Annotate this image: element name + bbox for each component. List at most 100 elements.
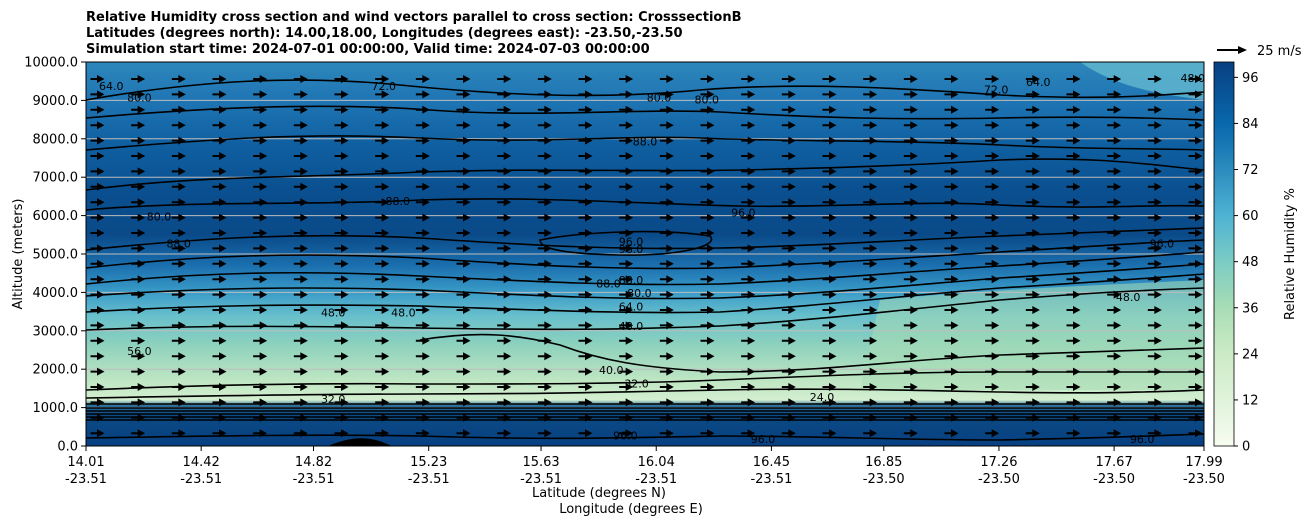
wind-vector	[1107, 336, 1122, 345]
wind-vector	[90, 105, 105, 114]
wind-vector	[1107, 413, 1122, 422]
wind-vector	[578, 290, 593, 299]
wind-vector	[171, 167, 186, 176]
wind-vector	[1025, 383, 1040, 391]
wind-vector	[944, 321, 959, 330]
wind-vector	[659, 290, 674, 299]
wind-vector	[1107, 383, 1122, 391]
wind-vector	[375, 306, 390, 314]
wind-vector	[537, 244, 552, 253]
wind-vector	[741, 336, 756, 345]
wind-vector	[456, 275, 471, 284]
wind-vector	[985, 321, 1000, 330]
wind-vector	[659, 336, 674, 345]
wind-vector	[1147, 336, 1162, 345]
colorbar-tick-label: 0	[1242, 440, 1250, 455]
wind-vector	[375, 90, 390, 99]
contour-label: 48.0	[391, 306, 416, 319]
wind-vector	[212, 121, 227, 130]
wind-vector	[497, 75, 512, 83]
wind-vector	[456, 321, 471, 330]
wind-vector	[456, 413, 471, 422]
wind-vector	[700, 398, 715, 407]
wind-vector	[375, 321, 390, 330]
contour-label: 96.0	[1150, 237, 1175, 250]
wind-vector	[700, 429, 715, 438]
wind-vector	[1147, 136, 1162, 145]
contour-label-text: 96.0	[751, 433, 776, 446]
wind-vector	[131, 244, 146, 253]
x-tick-label-lat: 17.26	[980, 455, 1017, 470]
contour-lines	[86, 79, 1204, 446]
wind-vector	[131, 429, 146, 438]
wind-vector	[822, 75, 837, 83]
wind-vector	[619, 259, 634, 268]
wind-vector	[497, 182, 512, 191]
wind-vector	[619, 306, 634, 314]
contour-label-text: 80.0	[147, 210, 172, 223]
wind-vector	[985, 75, 1000, 83]
wind-vector	[985, 182, 1000, 191]
wind-vector	[1066, 336, 1081, 345]
wind-vector	[456, 121, 471, 130]
wind-vector	[1147, 367, 1162, 376]
wind-vector	[1066, 229, 1081, 237]
contour-label-text: 64.0	[99, 80, 124, 93]
wind-vector	[171, 105, 186, 114]
wind-vector	[659, 306, 674, 314]
wind-vector	[253, 259, 268, 268]
contour-label: 96.0	[619, 235, 644, 248]
wind-vector	[1066, 90, 1081, 99]
wind-vector	[253, 398, 268, 407]
contour-line	[86, 251, 1204, 286]
wind-vector	[741, 213, 756, 222]
quiver-key-label: 25 m/s	[1257, 44, 1302, 59]
wind-vector	[497, 244, 512, 253]
wind-vector	[334, 413, 349, 422]
wind-vector	[1188, 229, 1203, 237]
wind-vector	[985, 167, 1000, 176]
contour-label-text: 48.0	[1116, 291, 1141, 304]
wind-vector	[619, 121, 634, 130]
wind-vector	[1025, 398, 1040, 407]
wind-vector	[1107, 367, 1122, 376]
wind-vector	[781, 90, 796, 99]
colorbar	[1213, 61, 1235, 447]
wind-vector	[1188, 398, 1203, 407]
wind-vector	[456, 75, 471, 83]
wind-vector	[1025, 152, 1040, 160]
wind-vector	[619, 152, 634, 160]
wind-vector	[1066, 367, 1081, 376]
wind-vector	[985, 90, 1000, 99]
wind-vector	[253, 167, 268, 176]
wind-vector	[90, 182, 105, 191]
wind-vector	[944, 75, 959, 83]
wind-vector	[1147, 229, 1162, 237]
wind-vector	[1147, 75, 1162, 83]
x-tick-label-lat: 16.45	[753, 455, 790, 470]
wind-vector	[781, 136, 796, 145]
wind-vector	[863, 152, 878, 160]
wind-vector	[578, 275, 593, 284]
wind-vector	[863, 352, 878, 361]
wind-vector	[619, 244, 634, 253]
wind-vector	[863, 383, 878, 391]
wind-vector	[253, 229, 268, 237]
wind-vector	[619, 367, 634, 376]
contour-label: 56.0	[127, 345, 152, 358]
wind-vector	[1025, 198, 1040, 207]
wind-vector	[171, 290, 186, 299]
contour-line	[86, 105, 1204, 121]
wind-vector	[131, 121, 146, 130]
x-tick-label-lat: 15.23	[410, 455, 447, 470]
wind-vector	[171, 383, 186, 391]
wind-vector	[659, 136, 674, 145]
wind-vector	[212, 321, 227, 330]
wind-vector	[619, 429, 634, 438]
wind-vector	[1066, 182, 1081, 191]
wind-vector	[90, 229, 105, 237]
wind-vector	[131, 229, 146, 237]
colorbar-tick-label: 36	[1242, 301, 1259, 316]
wind-vector	[619, 75, 634, 83]
wind-vector	[619, 198, 634, 207]
